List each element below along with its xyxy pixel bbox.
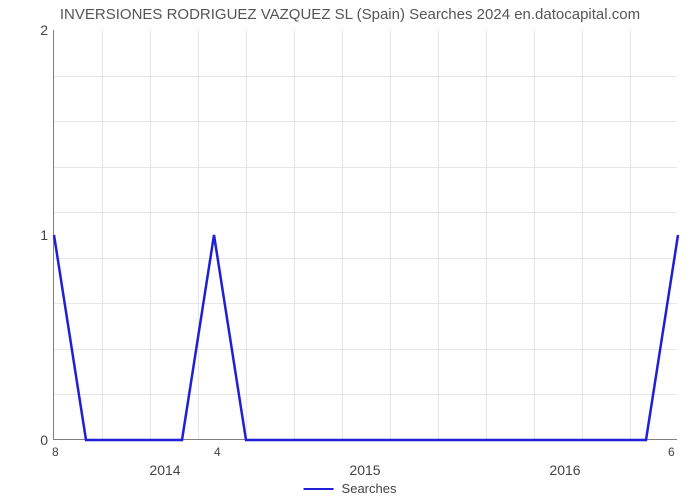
legend: Searches	[304, 481, 397, 496]
y-axis-tick-label: 0	[8, 432, 48, 448]
series-line-searches	[54, 235, 678, 440]
extra-axis-number: 8	[52, 445, 59, 459]
x-axis-tick-label: 2014	[149, 462, 180, 478]
chart-title: INVERSIONES RODRIGUEZ VAZQUEZ SL (Spain)…	[0, 6, 700, 23]
chart-container: { "chart": { "type": "line", "title": "I…	[0, 0, 700, 500]
x-axis-tick-label: 2016	[549, 462, 580, 478]
extra-axis-number: 4	[214, 445, 221, 459]
legend-label: Searches	[342, 481, 397, 496]
y-axis-tick-label: 1	[8, 227, 48, 243]
line-layer	[54, 30, 678, 440]
plot-area	[53, 30, 677, 440]
extra-axis-number: 6	[668, 445, 675, 459]
legend-swatch	[304, 488, 334, 490]
x-axis-tick-label: 2015	[349, 462, 380, 478]
y-axis-tick-label: 2	[8, 22, 48, 38]
